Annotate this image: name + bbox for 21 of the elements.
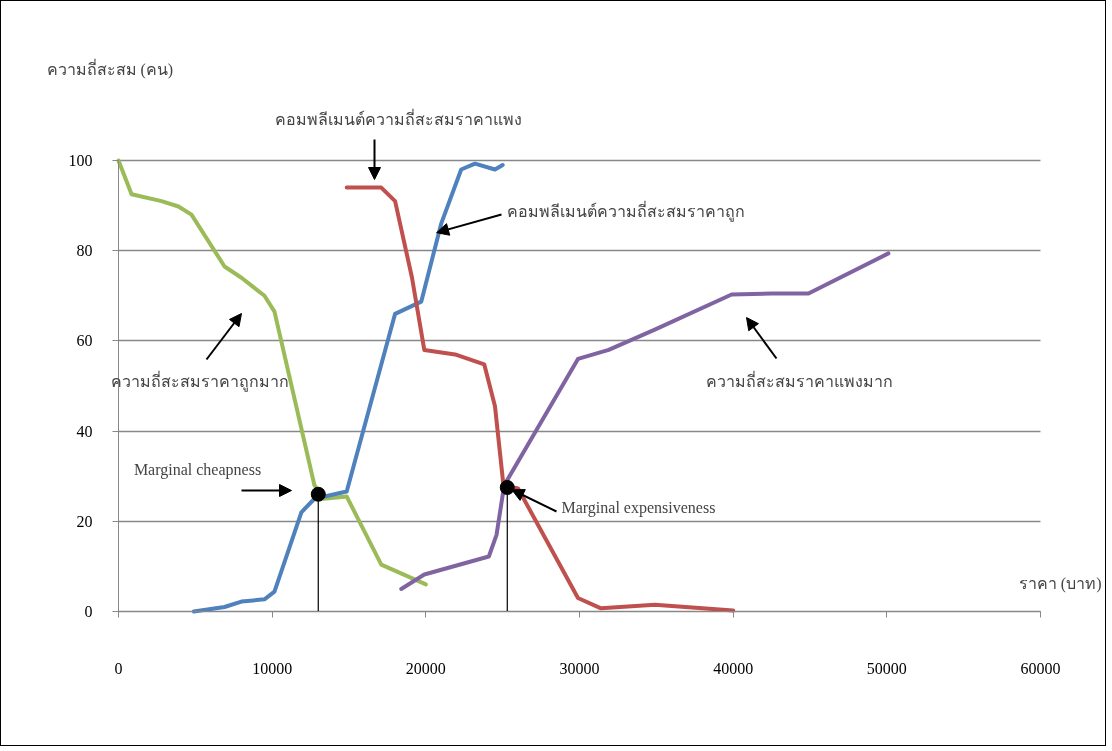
x-tick-label: 0 xyxy=(114,659,123,677)
y-tick-label: 80 xyxy=(76,242,93,260)
x-tick-label: 30000 xyxy=(559,659,600,677)
x-tick-label: 50000 xyxy=(866,659,907,677)
y-axis-title: ความถี่สะสม (คน) xyxy=(46,58,174,79)
annotation: คอมพลีเมนต์ความถี่สะสมราคาถูก xyxy=(506,200,745,222)
text: คอมพลีเมนต์ความถี่สะสมราคาแพง xyxy=(275,108,522,128)
line-series xyxy=(399,251,891,591)
y-tick-label: 100 xyxy=(68,152,93,169)
x-axis-title: ราคา (บาท) xyxy=(1018,575,1102,593)
annotation: Marginal expensiveness xyxy=(561,499,716,517)
y-tick-label: 20 xyxy=(76,512,93,530)
y-tick-label: 0 xyxy=(84,603,93,620)
y-tick-label: 60 xyxy=(76,332,93,350)
x-tick-label: 40000 xyxy=(713,659,754,677)
annotation: ความถี่สะสมราคาแพงมาก xyxy=(706,370,893,390)
x-tick-label: 10000 xyxy=(252,659,293,677)
x-tick-label: 60000 xyxy=(1020,659,1061,677)
x-tick-label: 20000 xyxy=(405,659,446,677)
y-tick-label: 40 xyxy=(76,422,93,440)
annotation: Marginal cheapness xyxy=(133,461,262,479)
